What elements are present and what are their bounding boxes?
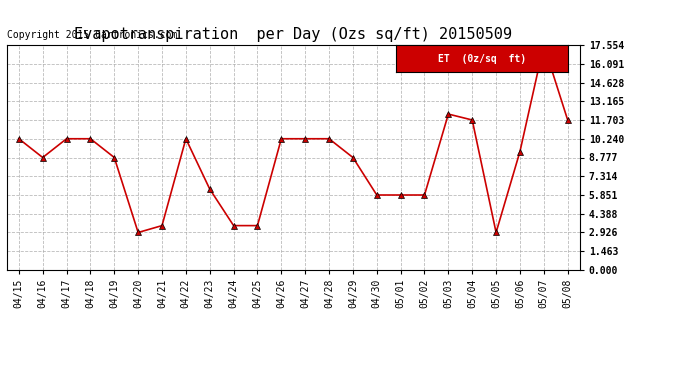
Title: Evapotranspiration  per Day (Ozs sq/ft) 20150509: Evapotranspiration per Day (Ozs sq/ft) 2… (75, 27, 512, 42)
Text: Copyright 2015 Cartronics.com: Copyright 2015 Cartronics.com (7, 30, 177, 40)
